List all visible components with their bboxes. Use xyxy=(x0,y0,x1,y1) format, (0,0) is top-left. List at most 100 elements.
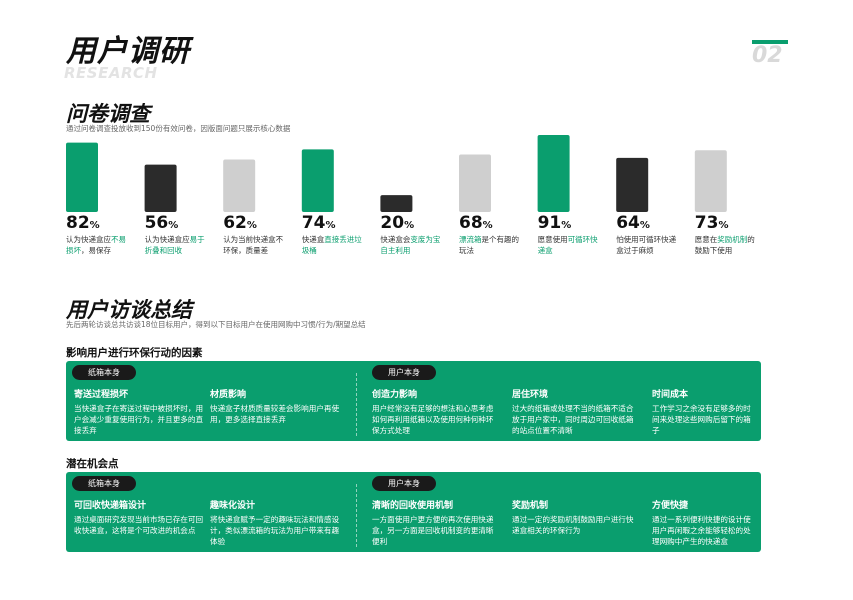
survey-bar-value: 64% xyxy=(616,214,650,235)
survey-bar-category-highlight: 直接丢进垃圾桶 xyxy=(301,235,362,255)
survey-bar-value-number: 56 xyxy=(144,213,169,233)
survey-bar xyxy=(144,164,177,212)
survey-bar-category: 怕使用可循环快递盒过于麻烦 xyxy=(616,234,682,256)
survey-bar-category-text: 愿意在 xyxy=(694,235,718,244)
page-number-accent-bar xyxy=(752,40,788,44)
opportunity-item: 奖励机制 通过一定的奖励机制鼓励用户进行快递盒相关的环保行为 xyxy=(512,500,640,536)
survey-bar-category-text: 愿意使用 xyxy=(537,235,568,244)
factors-divider xyxy=(356,373,357,436)
survey-bar-category-text: 怕使用可循环快递盒过于麻烦 xyxy=(616,235,677,255)
factor-item-title: 居住环境 xyxy=(512,390,549,400)
page-title: 用户调研 xyxy=(66,34,190,69)
survey-bar-value-number: 73 xyxy=(694,213,719,233)
factors-pill-user: 用户本身 xyxy=(372,365,436,380)
survey-bar-category-highlight: 变废为宝自主利用 xyxy=(380,235,441,255)
survey-bar-value: 74% xyxy=(302,214,336,235)
survey-bar-value-unit: % xyxy=(718,220,729,231)
opportunity-item-desc: 通过一定的奖励机制鼓励用户进行快递盒相关的环保行为 xyxy=(512,515,634,535)
opportunity-item-desc: 通过一系列便利快捷的设计使用户再闲暇之余能够轻松的处理网购中产生的快递盒 xyxy=(652,515,751,546)
survey-subtitle: 通过问卷调查投放收到150份有效问卷，因版面问题只展示核心数据 xyxy=(66,124,291,133)
survey-bar-category-text: 是个有趣的玩法 xyxy=(459,235,519,255)
opportunities-pill-user: 用户本身 xyxy=(372,476,436,491)
survey-bar-category-text: 认为快递盒应 xyxy=(66,235,111,244)
survey-bar-value-number: 68 xyxy=(459,213,483,233)
interview-title: 用户访谈总结 xyxy=(66,298,192,322)
survey-bar-value-unit: % xyxy=(168,220,179,231)
survey-bar xyxy=(616,157,649,212)
survey-bar-category: 愿意使用可循环快递盒 xyxy=(538,234,604,256)
survey-bar-value-unit: % xyxy=(561,220,572,231)
survey-bar-value-number: 74 xyxy=(301,213,326,233)
opportunity-item-desc: 将快递盒赋予一定的趣味玩法和情感设计，类似漂流箱的玩法为用户带来有趣体验 xyxy=(210,515,340,546)
survey-bar-category-text: 认为当前快递盒不环保，质量差 xyxy=(223,235,284,255)
survey-bar xyxy=(459,154,491,212)
factor-item: 材质影响 快递盒子材质质量较差会影响用户再使用，更多选择直接丢弃 xyxy=(210,389,340,425)
survey-bar-value: 73% xyxy=(695,214,729,235)
factor-item-desc: 工作学习之余没有足够多的时间来处理这些网购后留下的箱子 xyxy=(652,404,751,435)
factor-item-desc: 用户经常没有足够的想法和心思考虑如何再利用纸箱以及使用何种何种环保方式处理 xyxy=(372,404,494,435)
survey-bar-value: 82% xyxy=(66,214,100,235)
survey-bar-value-number: 82 xyxy=(66,213,90,233)
survey-bar-value-unit: % xyxy=(89,220,100,231)
opportunity-item-title: 趣味化设计 xyxy=(210,501,256,511)
survey-bar xyxy=(66,142,98,212)
survey-bar-category-highlight: 漂流箱 xyxy=(459,235,482,244)
survey-bar-value: 68% xyxy=(459,214,493,235)
opportunity-item-title: 方便快捷 xyxy=(652,501,689,511)
survey-bar-category: 认为快递盒应易于折叠和回收 xyxy=(145,234,211,256)
survey-bar-category-text: 认为快递盒应 xyxy=(144,235,190,244)
survey-bar-category-text: 快递盒会 xyxy=(380,235,411,244)
opportunity-item: 趣味化设计 将快递盒赋予一定的趣味玩法和情感设计，类似漂流箱的玩法为用户带来有趣… xyxy=(210,500,340,547)
survey-bar-value: 62% xyxy=(223,214,257,235)
survey-bar xyxy=(380,195,413,212)
survey-bar-category-highlight: 奖励机制 xyxy=(717,235,748,244)
factor-item-title: 时间成本 xyxy=(652,390,689,400)
survey-bar-category: 认为当前快递盒不环保，质量差 xyxy=(223,234,289,256)
survey-bar xyxy=(694,150,727,212)
survey-bar-value: 56% xyxy=(145,214,179,235)
survey-bar-category: 快递盒会变废为宝自主利用 xyxy=(380,234,446,256)
survey-bar-category-text: ，易保存 xyxy=(81,246,111,255)
factors-panel: 纸箱本身 用户本身 寄送过程损坏 当快递盒子在寄送过程中被损坏时，用户会减少重复… xyxy=(66,361,761,441)
opportunities-panel: 纸箱本身 用户本身 可回收快递箱设计 通过桌面研究发现当前市场已存在可回收快递盒… xyxy=(66,472,761,552)
page-number-block: 02 xyxy=(752,40,788,68)
survey-bar-category: 快递盒直接丢进垃圾桶 xyxy=(302,234,368,256)
survey-bar-value: 91% xyxy=(538,214,572,235)
survey-bar-value-unit: % xyxy=(404,220,415,231)
interview-subtitle: 先后两轮访谈总共访谈18位目标用户，得到以下目标用户在使用网购中习惯/行为/期望… xyxy=(66,320,366,329)
survey-bar xyxy=(301,149,334,212)
factor-item-desc: 快递盒子材质质量较差会影响用户再使用，更多选择直接丢弃 xyxy=(210,404,340,424)
factor-item-desc: 当快递盒子在寄送过程中被损坏时，用户会减少重复使用行为，并且更多的直接丢弃 xyxy=(74,404,204,435)
opportunities-title: 潜在机会点 xyxy=(66,458,119,470)
survey-bar-value-number: 20 xyxy=(380,213,405,233)
opportunity-item-title: 可回收快递箱设计 xyxy=(74,501,147,511)
factor-item: 寄送过程损坏 当快递盒子在寄送过程中被损坏时，用户会减少重复使用行为，并且更多的… xyxy=(74,389,206,436)
opportunity-item-title: 清晰的回收使用机制 xyxy=(372,501,454,511)
opportunities-pill-box: 纸箱本身 xyxy=(72,476,136,491)
survey-bar-category-highlight: 可循环快递盒 xyxy=(537,235,598,255)
survey-title: 问卷调查 xyxy=(66,102,150,126)
survey-bar-category: 漂流箱是个有趣的玩法 xyxy=(459,234,525,256)
survey-bar-value-number: 62 xyxy=(223,213,247,233)
survey-bar-category: 认为快递盒应不易损坏，易保存 xyxy=(66,234,132,256)
survey-bar-category-highlight: 不易损坏 xyxy=(66,235,126,255)
factor-item-title: 寄送过程损坏 xyxy=(74,390,129,400)
page-number: 02 xyxy=(752,43,783,68)
survey-bar-category: 愿意在奖励机制的鼓励下使用 xyxy=(695,234,761,256)
opportunity-item: 方便快捷 通过一系列便利快捷的设计使用户再闲暇之余能够轻松的处理网购中产生的快递… xyxy=(652,500,756,547)
factor-item: 创造力影响 用户经常没有足够的想法和心思考虑如何再利用纸箱以及使用何种何种环保方… xyxy=(372,389,500,436)
title-english: RESEARCH xyxy=(64,64,158,82)
survey-bar-category-text: 快递盒 xyxy=(301,235,325,244)
opportunity-item: 清晰的回收使用机制 一方面使用户更方便的再次使用快递盒，另一方面是回收机制变的更… xyxy=(372,500,500,547)
opportunity-item-title: 奖励机制 xyxy=(512,501,549,511)
factors-pill-box: 纸箱本身 xyxy=(72,365,136,380)
factor-item-title: 材质影响 xyxy=(210,390,247,400)
survey-bar-value-unit: % xyxy=(325,220,336,231)
factor-item: 居住环境 过大的纸箱或处理不当的纸箱不适合放于用户家中，同时周边可回收纸箱的站点… xyxy=(512,389,640,436)
opportunity-item-desc: 一方面使用户更方便的再次使用快递盒，另一方面是回收机制变的更清晰便利 xyxy=(372,515,494,546)
opportunities-divider xyxy=(356,484,357,547)
factors-title: 影响用户进行环保行动的因素 xyxy=(66,347,203,359)
opportunity-item: 可回收快递箱设计 通过桌面研究发现当前市场已存在可回收快递盒，这将是个可改进的机… xyxy=(74,500,206,536)
survey-bar-value: 20% xyxy=(380,214,414,235)
